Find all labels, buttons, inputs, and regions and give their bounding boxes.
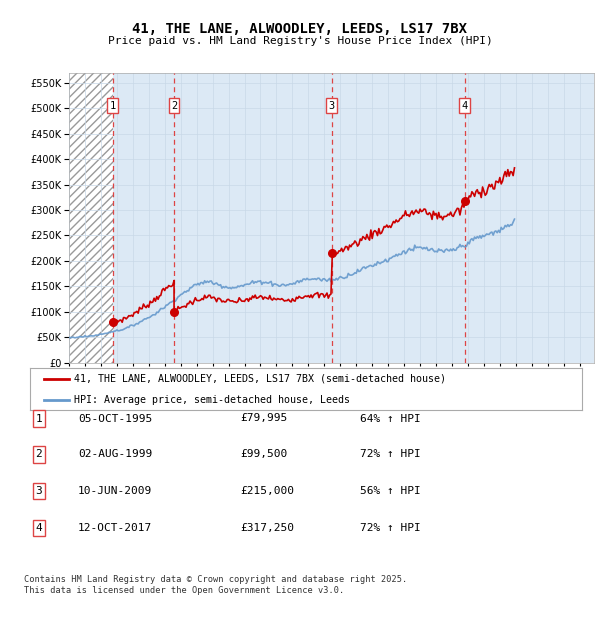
Text: 1: 1 xyxy=(110,100,116,110)
Text: 56% ↑ HPI: 56% ↑ HPI xyxy=(360,486,421,496)
Text: £79,995: £79,995 xyxy=(240,414,287,423)
Text: £99,500: £99,500 xyxy=(240,450,287,459)
Text: 10-JUN-2009: 10-JUN-2009 xyxy=(78,486,152,496)
Text: 41, THE LANE, ALWOODLEY, LEEDS, LS17 7BX (semi-detached house): 41, THE LANE, ALWOODLEY, LEEDS, LS17 7BX… xyxy=(74,374,446,384)
Text: 02-AUG-1999: 02-AUG-1999 xyxy=(78,450,152,459)
Text: £317,250: £317,250 xyxy=(240,523,294,533)
Text: 4: 4 xyxy=(461,100,468,110)
Text: 3: 3 xyxy=(35,486,43,496)
Text: 41, THE LANE, ALWOODLEY, LEEDS, LS17 7BX: 41, THE LANE, ALWOODLEY, LEEDS, LS17 7BX xyxy=(133,22,467,36)
Text: 4: 4 xyxy=(35,523,43,533)
Text: 72% ↑ HPI: 72% ↑ HPI xyxy=(360,523,421,533)
Text: 3: 3 xyxy=(329,100,335,110)
Text: Contains HM Land Registry data © Crown copyright and database right 2025.
This d: Contains HM Land Registry data © Crown c… xyxy=(24,575,407,595)
Text: 2: 2 xyxy=(171,100,177,110)
Text: 05-OCT-1995: 05-OCT-1995 xyxy=(78,414,152,423)
Text: Price paid vs. HM Land Registry's House Price Index (HPI): Price paid vs. HM Land Registry's House … xyxy=(107,36,493,46)
Text: £215,000: £215,000 xyxy=(240,486,294,496)
Text: 64% ↑ HPI: 64% ↑ HPI xyxy=(360,414,421,423)
Text: 2: 2 xyxy=(35,450,43,459)
Text: 72% ↑ HPI: 72% ↑ HPI xyxy=(360,450,421,459)
Text: 12-OCT-2017: 12-OCT-2017 xyxy=(78,523,152,533)
Text: 1: 1 xyxy=(35,414,43,423)
Bar xyxy=(69,73,113,363)
Text: HPI: Average price, semi-detached house, Leeds: HPI: Average price, semi-detached house,… xyxy=(74,395,350,405)
